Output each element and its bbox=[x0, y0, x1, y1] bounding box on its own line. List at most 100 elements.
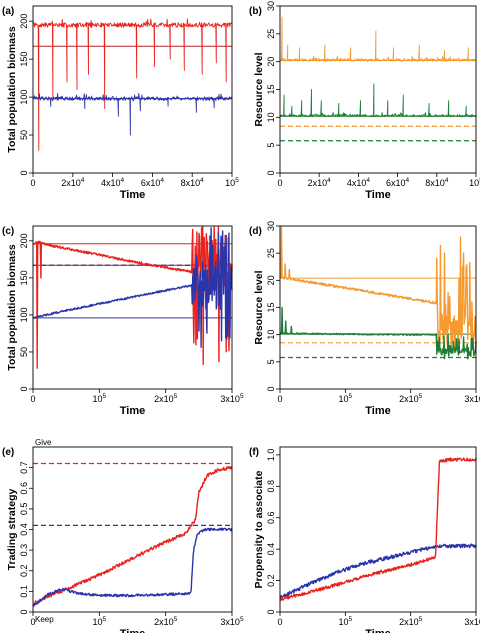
x-axis-label: Time bbox=[120, 405, 145, 417]
series-line-1 bbox=[32, 227, 233, 348]
annotation-give: Give bbox=[35, 438, 52, 447]
x-axis-label: Time bbox=[120, 628, 145, 633]
y-tick-label: 10 bbox=[266, 330, 276, 340]
y-tick-label: 20 bbox=[266, 57, 276, 67]
series-line-1 bbox=[32, 92, 233, 136]
y-tick-label: 25 bbox=[266, 29, 276, 39]
y-tick-label: 20 bbox=[266, 275, 276, 285]
panel-1: (b) 0 2x104 4x104 6x104 8x104 105 0 5 10 15 20 25 30 T… bbox=[249, 1, 480, 201]
y-tick-label: 0 bbox=[19, 170, 29, 175]
x-tick-label: 0 bbox=[277, 617, 282, 627]
y-tick-label: 1.0 bbox=[266, 449, 276, 462]
series-line-1 bbox=[32, 527, 233, 607]
plot-frame bbox=[279, 446, 477, 613]
x-tick-label: 3x105 bbox=[464, 393, 480, 404]
x-tick-label: 3x105 bbox=[464, 616, 480, 627]
plot-frame bbox=[279, 225, 477, 390]
y-tick-label: 0 bbox=[19, 386, 29, 391]
y-tick-label: 0.5 bbox=[19, 503, 29, 516]
y-tick-label: 0.3 bbox=[19, 544, 29, 557]
x-tick-label: 105 bbox=[225, 177, 239, 188]
series-line-0 bbox=[279, 16, 477, 63]
y-tick-label: 25 bbox=[266, 248, 276, 258]
panel-5: (f) 0 105 2x105 3x105 0 0.2 0.4 0.6 0.8 1.0 Time Pro… bbox=[249, 446, 480, 633]
x-axis-label: Time bbox=[365, 628, 390, 633]
y-tick-label: 5 bbox=[266, 143, 276, 148]
y-tick-label: 0.2 bbox=[266, 574, 276, 587]
y-tick-label: 30 bbox=[266, 221, 276, 231]
panel-label: (e) bbox=[2, 447, 14, 458]
plot-frame bbox=[279, 5, 477, 174]
y-tick-label: 10 bbox=[266, 112, 276, 122]
y-tick-label: 100 bbox=[19, 307, 29, 322]
y-tick-label: 0 bbox=[266, 170, 276, 175]
y-tick-label: 50 bbox=[19, 347, 29, 357]
x-tick-label: 2x105 bbox=[399, 393, 423, 404]
x-tick-label: 0 bbox=[30, 617, 35, 627]
x-tick-label: 4x104 bbox=[347, 177, 371, 188]
x-tick-label: 0 bbox=[277, 178, 282, 188]
panel-label: (c) bbox=[2, 226, 14, 237]
panel-0: (a)0 2x104 4x104 6x104 8x104 105050100150200T… bbox=[2, 5, 239, 201]
x-tick-label: 105 bbox=[93, 616, 107, 627]
x-tick-label: 0 bbox=[30, 178, 35, 188]
plot-frame bbox=[32, 5, 233, 174]
y-tick-label: 100 bbox=[19, 90, 29, 105]
x-axis-label: Time bbox=[365, 189, 390, 201]
y-axis-label: Propensity to associate bbox=[253, 470, 265, 588]
y-tick-label: 5 bbox=[266, 359, 276, 364]
series-line-1 bbox=[279, 306, 477, 360]
y-axis-label: Resource level bbox=[253, 270, 265, 344]
x-tick-label: 2x105 bbox=[399, 616, 423, 627]
panel-label: (a) bbox=[2, 6, 14, 17]
y-tick-label: 150 bbox=[19, 270, 29, 285]
y-tick-label: 0.4 bbox=[266, 543, 276, 556]
x-tick-label: 0 bbox=[30, 394, 35, 404]
x-tick-label: 105 bbox=[469, 177, 480, 188]
panel-4: (e) 0 105 2x105 3x105 0 0.1 0.2 0.3 0.4 0.5 0.6 0.7 T… bbox=[2, 438, 244, 633]
y-tick-label: 30 bbox=[266, 1, 276, 11]
y-tick-label: 150 bbox=[19, 52, 29, 67]
x-tick-label: 8x104 bbox=[181, 177, 205, 188]
y-tick-label: 50 bbox=[19, 130, 29, 140]
y-tick-label: 0.1 bbox=[19, 585, 29, 598]
y-tick-label: 0.7 bbox=[19, 461, 29, 474]
panel-label: (f) bbox=[249, 447, 259, 458]
x-tick-label: 2x104 bbox=[61, 177, 85, 188]
x-tick-label: 2x104 bbox=[308, 177, 332, 188]
x-tick-label: 2x105 bbox=[154, 616, 178, 627]
x-tick-label: 4x104 bbox=[101, 177, 125, 188]
x-tick-label: 3x105 bbox=[220, 616, 244, 627]
x-tick-label: 105 bbox=[339, 616, 353, 627]
x-axis-label: Time bbox=[365, 405, 390, 417]
plot-frame bbox=[32, 446, 233, 613]
y-axis-label: Total population biomass bbox=[6, 244, 18, 371]
y-tick-label: 15 bbox=[266, 302, 276, 312]
y-tick-label: 0.6 bbox=[19, 482, 29, 495]
y-axis-label: Trading strategy bbox=[6, 489, 18, 571]
x-tick-label: 2x105 bbox=[154, 393, 178, 404]
series-line-1 bbox=[279, 457, 477, 602]
annotation-keep: Keep bbox=[35, 615, 54, 624]
series-line-0 bbox=[32, 226, 233, 369]
y-tick-label: 0.4 bbox=[19, 523, 29, 536]
y-axis-label: Total population biomass bbox=[6, 26, 18, 153]
panel-label: (b) bbox=[249, 6, 262, 17]
plot-frame bbox=[32, 225, 233, 390]
y-tick-label: 200 bbox=[19, 233, 29, 248]
y-tick-label: 0 bbox=[266, 386, 276, 391]
x-tick-label: 105 bbox=[93, 393, 107, 404]
y-tick-label: 0 bbox=[266, 609, 276, 614]
x-tick-label: 105 bbox=[339, 393, 353, 404]
series-line-0 bbox=[32, 465, 233, 606]
panel-3: (d) 0 105 2x105 3x105 0 5 10 15 20 25 30 Time Resourc… bbox=[249, 221, 480, 417]
series-line-0 bbox=[32, 18, 233, 151]
y-axis-label: Resource level bbox=[253, 52, 265, 126]
panel-2: (c) 0 105 2x105 3x105 0 50 100 150 200 Time Total p… bbox=[2, 225, 244, 417]
y-tick-label: 0 bbox=[19, 609, 29, 614]
y-tick-label: 15 bbox=[266, 84, 276, 94]
x-tick-label: 8x104 bbox=[425, 177, 449, 188]
series-line-1 bbox=[279, 83, 477, 118]
y-tick-label: 0.2 bbox=[19, 564, 29, 577]
